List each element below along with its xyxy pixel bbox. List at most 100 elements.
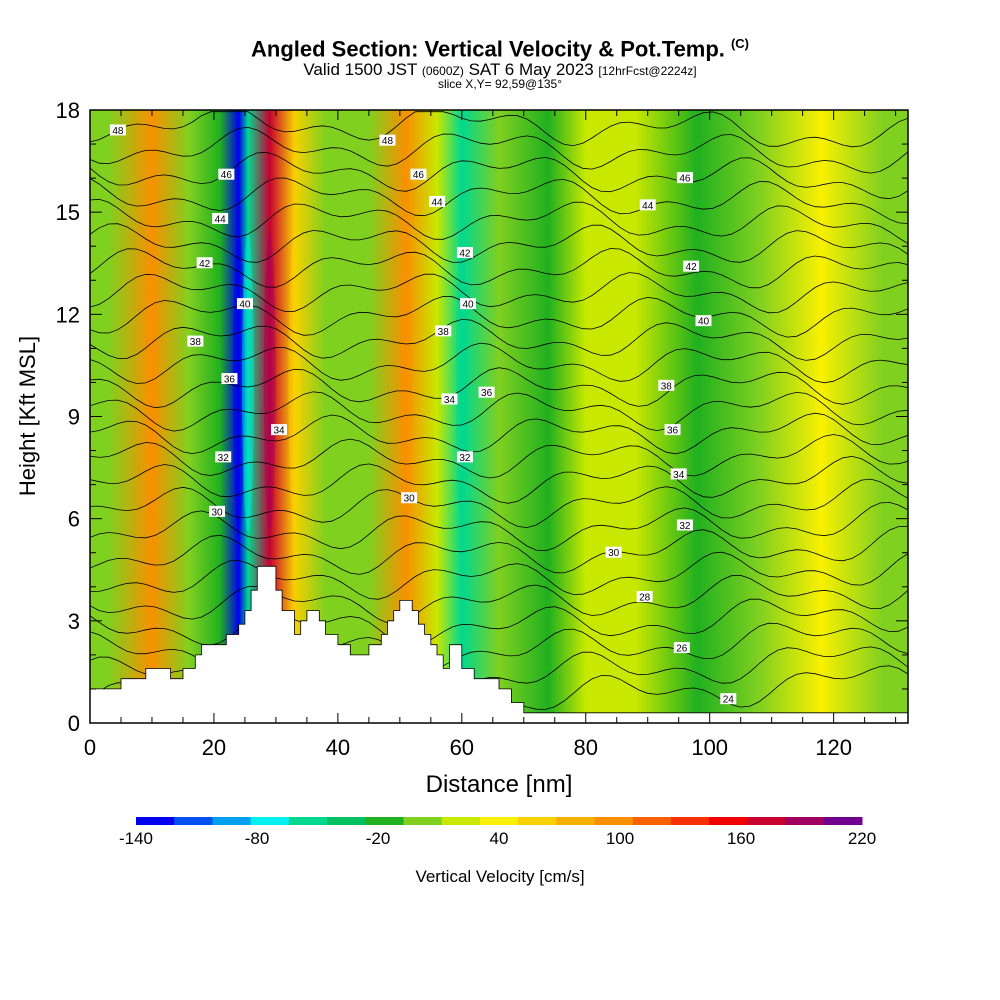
- colorbar: -140 -80 -20 40 100 160 220: [119, 817, 876, 848]
- theta-contour-48: [90, 111, 908, 148]
- y-tick-label: 12: [56, 302, 80, 327]
- theta-contour-43: [90, 223, 908, 263]
- theta-contour-39: [90, 318, 908, 361]
- contour-label-31: 24: [720, 693, 737, 706]
- chart-subtitle: Valid 1500 JST (0600Z) SAT 6 May 2023 [1…: [303, 60, 697, 79]
- contour-label-27: 32: [676, 519, 693, 532]
- theta-contour-36: [90, 391, 908, 432]
- colorbar-swatch: [479, 817, 519, 825]
- theta-contour-31: [90, 501, 908, 552]
- svg-text:34: 34: [444, 395, 456, 406]
- svg-text:36: 36: [481, 388, 493, 399]
- slice-info: slice X,Y= 92,59@135°: [437, 77, 563, 91]
- x-tick-label: 60: [450, 735, 474, 760]
- colorbar-swatch: [288, 817, 328, 825]
- contour-label-25: 36: [664, 424, 681, 437]
- svg-text:42: 42: [199, 259, 211, 270]
- contour-label-22: 42: [683, 260, 700, 273]
- subtitle-zulu: (0600Z): [421, 64, 464, 78]
- contour-label-11: 46: [410, 168, 427, 181]
- contour-label-1: 46: [218, 168, 235, 181]
- svg-text:34: 34: [673, 470, 685, 481]
- velocity-core-7: [288, 232, 301, 533]
- theta-contour-45: [90, 177, 908, 224]
- colorbar-swatch: [823, 817, 863, 825]
- title-tag: (C): [730, 36, 749, 51]
- colorbar-swatch: [518, 817, 557, 825]
- contour-label-12: 44: [429, 195, 446, 208]
- x-tick-label: 80: [574, 735, 598, 760]
- theta-contour-35: [90, 412, 908, 455]
- contour-label-19: 30: [401, 492, 418, 505]
- contour-label-8: 32: [215, 451, 232, 464]
- svg-text:34: 34: [273, 426, 285, 437]
- velocity-field: [90, 110, 908, 723]
- theta-contour-40: [90, 295, 908, 338]
- colorbar-tick-label: 40: [490, 829, 509, 848]
- svg-text:26: 26: [676, 644, 688, 655]
- svg-text:36: 36: [224, 375, 236, 386]
- svg-text:48: 48: [382, 136, 394, 147]
- svg-text:42: 42: [459, 249, 471, 260]
- svg-text:28: 28: [639, 592, 651, 603]
- contour-label-28: 30: [605, 546, 622, 559]
- theta-contour-33: [90, 455, 908, 504]
- y-axis-label: Height [Kft MSL]: [15, 336, 40, 496]
- theta-contour-42: [90, 248, 908, 289]
- colorbar-swatch: [250, 817, 290, 825]
- svg-text:46: 46: [221, 170, 233, 181]
- colorbar-swatch: [212, 817, 252, 825]
- contour-label-10: 48: [379, 134, 396, 147]
- x-tick-label: 0: [84, 735, 96, 760]
- svg-text:44: 44: [642, 201, 654, 212]
- svg-text:38: 38: [190, 337, 202, 348]
- y-tick-label: 9: [68, 405, 80, 430]
- svg-text:42: 42: [686, 262, 698, 273]
- contour-label-7: 34: [271, 424, 288, 437]
- theta-contour-28: [90, 574, 908, 624]
- terrain: [90, 565, 908, 723]
- theta-contour-47: [90, 126, 908, 174]
- contour-label-0: 48: [109, 124, 126, 137]
- svg-text:32: 32: [218, 453, 230, 464]
- contour-label-17: 36: [478, 386, 495, 399]
- contour-labels: 48 46 44 42 40 38 36 34 32 30 48 46 44 42 40 38 34 36 32 30…: [109, 124, 737, 706]
- contour-label-4: 40: [236, 298, 253, 311]
- svg-text:24: 24: [723, 695, 735, 706]
- theta-contour-30: [90, 525, 908, 575]
- y-tick-label: 6: [68, 507, 80, 532]
- colorbar-swatch: [670, 817, 710, 825]
- colorbar-swatch: [594, 817, 634, 825]
- colorbar-tick-label: -20: [366, 829, 391, 848]
- theta-contour-44: [90, 198, 908, 245]
- plot-area: 48 46 44 42 40 38 36 34 32 30 48 46 44 42 40 38 34 36 32 30…: [90, 110, 908, 723]
- contour-label-30: 26: [673, 642, 690, 655]
- svg-text:38: 38: [661, 381, 673, 392]
- colorbar-swatch: [441, 817, 481, 825]
- velocity-core-10: [400, 232, 413, 533]
- colorbar-swatch: [709, 817, 748, 825]
- colorbar-swatch: [747, 817, 787, 825]
- x-tick-label: 120: [815, 735, 852, 760]
- contour-label-18: 32: [456, 451, 473, 464]
- svg-text:30: 30: [608, 548, 620, 559]
- contour-label-3: 42: [196, 257, 213, 270]
- contour-label-20: 46: [676, 172, 693, 185]
- theta-contour-38: [90, 342, 908, 384]
- contour-label-21: 44: [639, 199, 656, 212]
- contour-label-15: 38: [435, 325, 452, 338]
- contour-label-23: 40: [695, 315, 712, 328]
- velocity-core-12: [455, 232, 468, 533]
- svg-text:44: 44: [431, 197, 443, 208]
- svg-text:30: 30: [404, 494, 416, 505]
- colorbar-tick-label: -80: [245, 829, 270, 848]
- y-tick-label: 18: [56, 98, 80, 123]
- colorbar-swatch: [327, 817, 366, 825]
- colorbar-swatch: [632, 817, 672, 825]
- x-axis: 0 20 40 60 80 100 120: [84, 110, 897, 760]
- svg-text:32: 32: [679, 521, 691, 532]
- theta-contour-29: [90, 551, 908, 600]
- theta-contour-32: [90, 478, 908, 529]
